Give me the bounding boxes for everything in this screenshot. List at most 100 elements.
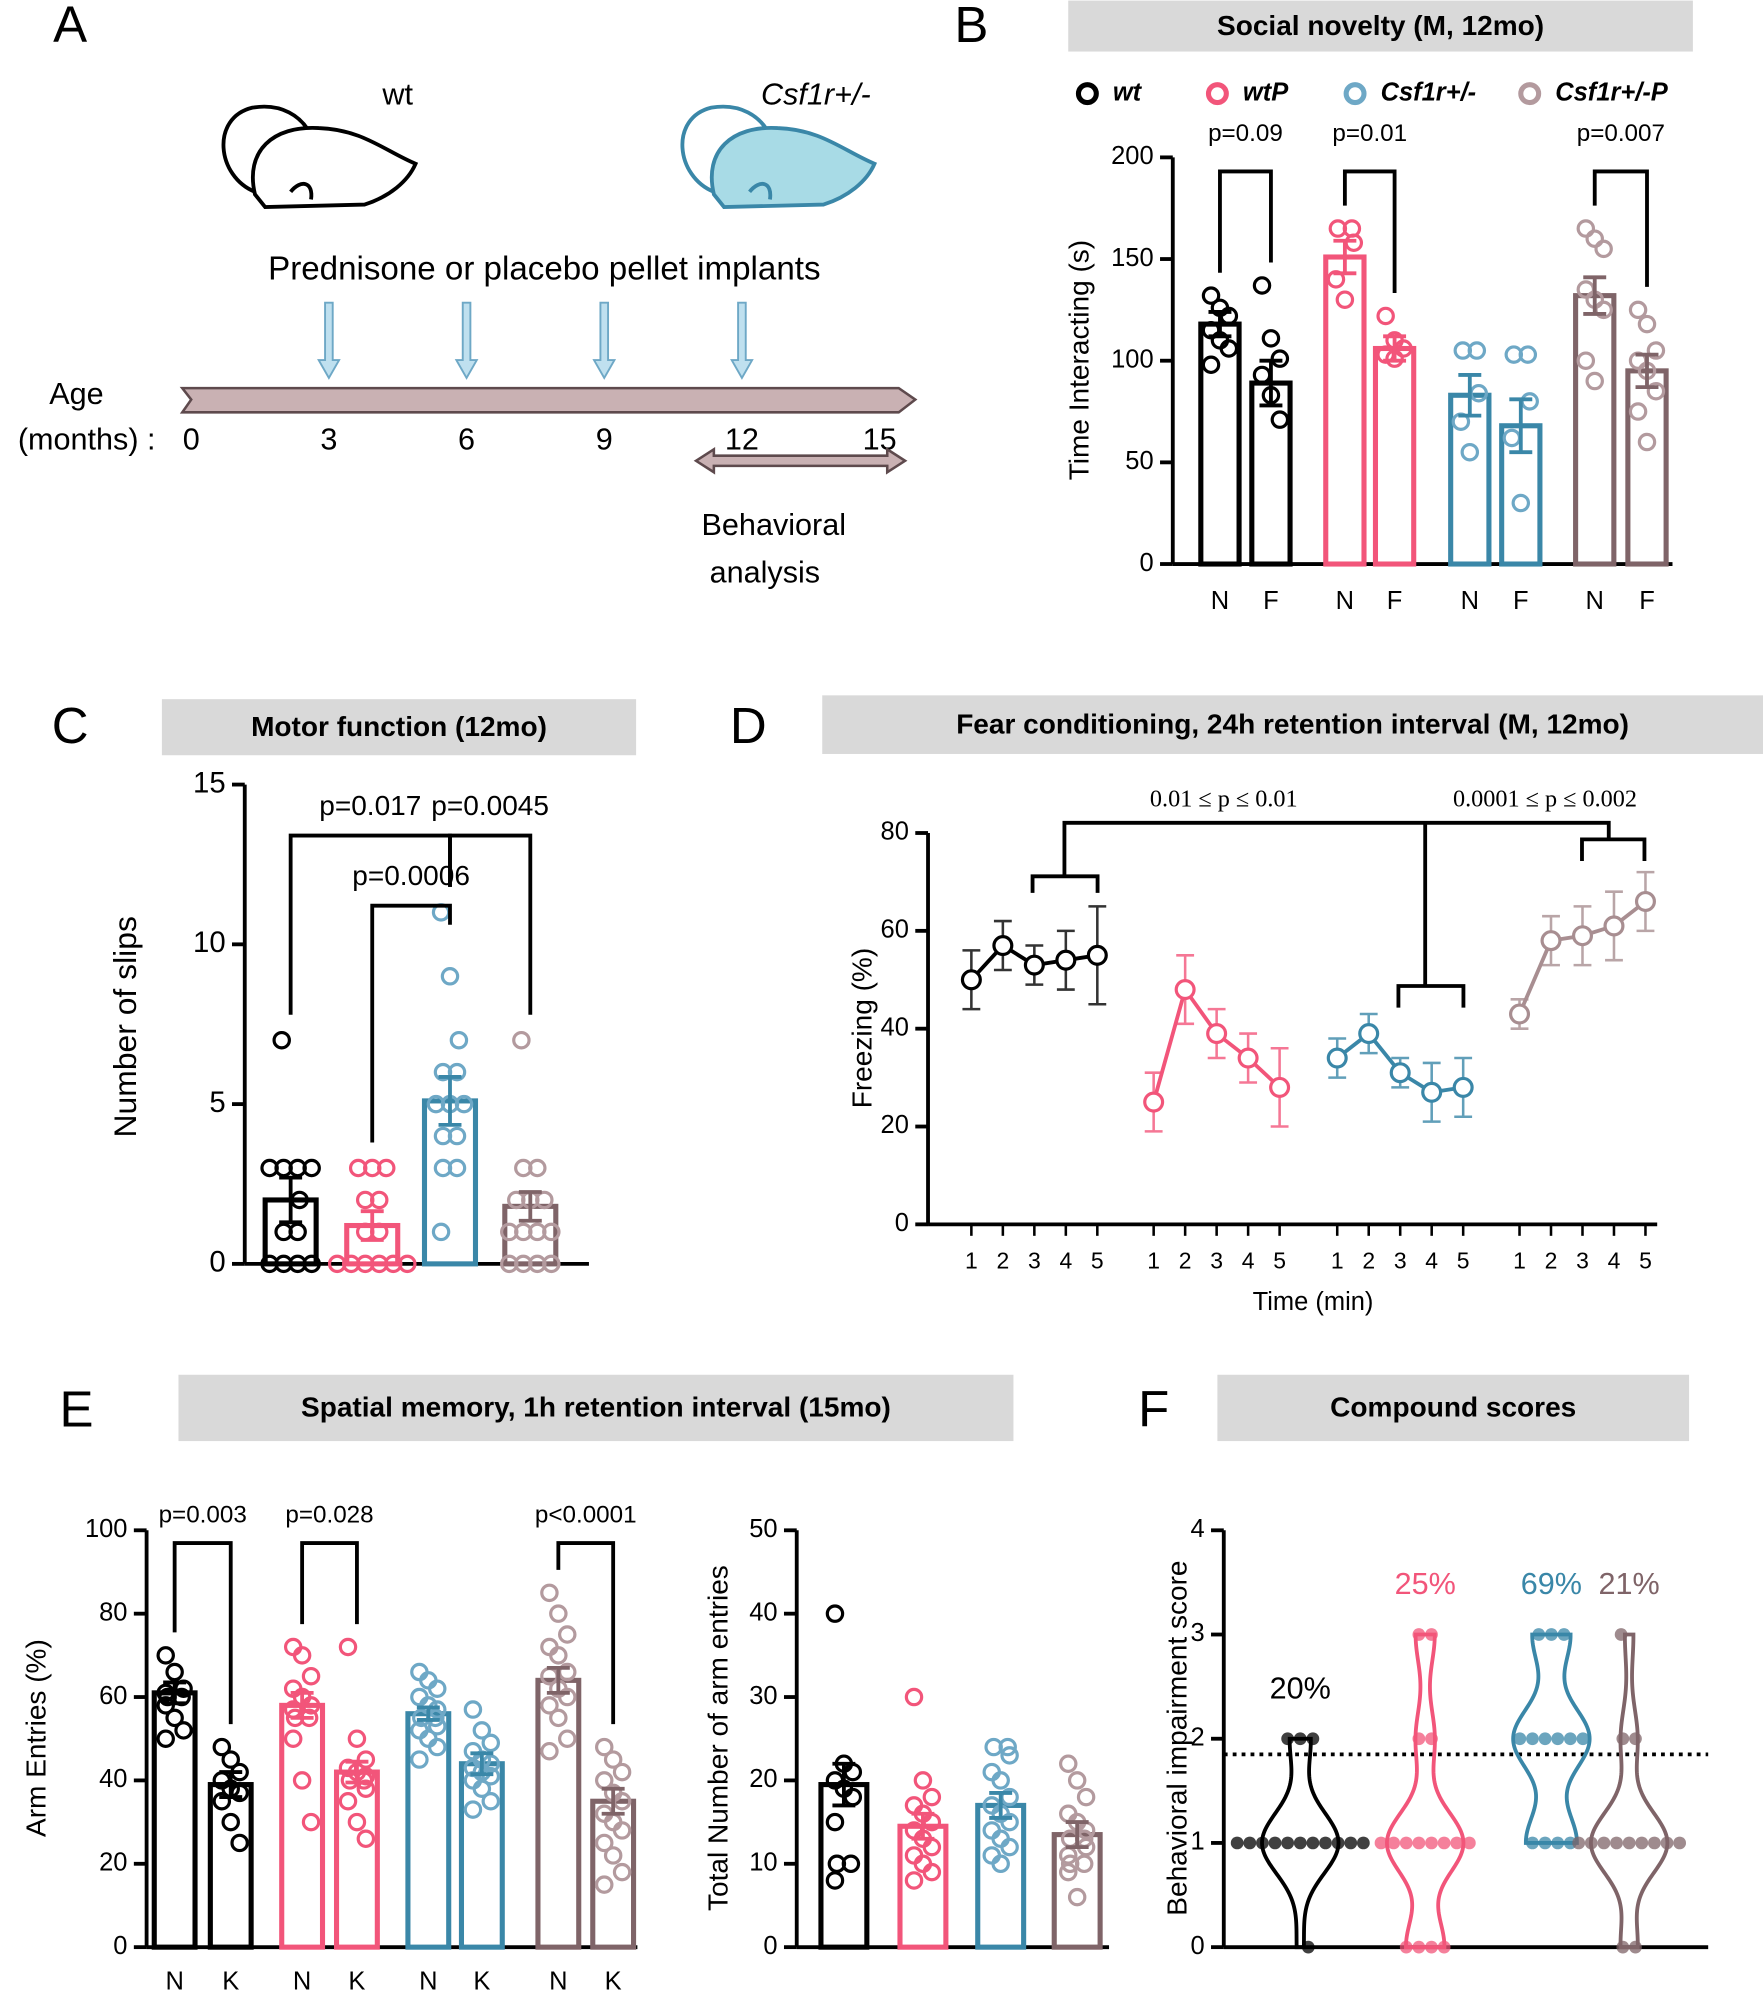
data-point xyxy=(1585,371,1604,391)
annotation: 0.0001 ≤ p ≤ 0.002 xyxy=(1453,786,1637,813)
data-point xyxy=(230,1833,249,1853)
data-point xyxy=(558,1729,577,1748)
data-point xyxy=(1597,1836,1611,1850)
error-bar xyxy=(546,1665,570,1695)
data-point xyxy=(1335,290,1355,309)
data-point xyxy=(1059,1862,1078,1882)
y-tick-label: 150 xyxy=(1111,244,1154,272)
data-point xyxy=(1143,1091,1165,1113)
data-point xyxy=(1635,1836,1649,1850)
panel-letter: C xyxy=(52,697,89,754)
error-bar xyxy=(989,1791,1013,1820)
age-tick-label: 9 xyxy=(596,423,613,457)
data-point xyxy=(1237,1047,1259,1069)
data-point xyxy=(922,1787,942,1807)
data-point xyxy=(1462,1836,1476,1850)
x-tick-label: N xyxy=(1586,587,1604,615)
data-point xyxy=(922,1862,942,1882)
legend-label: Csf1r+/- xyxy=(1381,78,1477,106)
y-tick-label: 20 xyxy=(881,1111,909,1139)
data-point xyxy=(1376,306,1395,326)
data-point xyxy=(612,1762,632,1782)
age-tick-label: 6 xyxy=(458,423,475,457)
y-tick-label: 80 xyxy=(99,1598,127,1626)
error-bar xyxy=(470,1751,494,1777)
data-point xyxy=(447,1062,467,1082)
data-point xyxy=(156,1696,175,1715)
panel-letter: E xyxy=(59,1380,93,1437)
error-bar xyxy=(219,1770,243,1799)
error-bar xyxy=(1583,275,1607,316)
y-axis-label: Arm Entries (%) xyxy=(21,1639,52,1837)
data-point xyxy=(1412,1836,1426,1850)
error-bar xyxy=(1208,309,1232,339)
data-point xyxy=(1557,1628,1571,1641)
data-point xyxy=(272,1030,291,1050)
data-point xyxy=(1634,890,1656,913)
x-tick-label: 1 xyxy=(1147,1248,1160,1274)
data-point xyxy=(301,1812,321,1832)
data-point xyxy=(1648,1836,1661,1850)
x-tick-label: 4 xyxy=(1242,1248,1255,1274)
data-point xyxy=(1076,1787,1096,1807)
mouse-label: Csf1r+/- xyxy=(761,77,871,111)
data-point xyxy=(1293,1732,1307,1746)
p-value: p=0.007 xyxy=(1577,120,1665,147)
data-point xyxy=(428,1737,447,1757)
data-point xyxy=(1637,432,1657,452)
data-point xyxy=(1261,329,1281,348)
data-point xyxy=(1467,341,1487,360)
wt-mouse xyxy=(221,104,419,210)
data-point xyxy=(347,1812,367,1832)
bracket xyxy=(370,903,452,1143)
timeline-bar xyxy=(179,386,918,414)
data-point xyxy=(1450,1836,1464,1850)
error-bar xyxy=(1635,352,1659,390)
y-tick-label: 50 xyxy=(749,1515,777,1543)
data-point xyxy=(1356,1836,1370,1850)
age-tick-label: 3 xyxy=(320,423,337,457)
data-point xyxy=(594,1737,614,1757)
data-point xyxy=(549,1646,568,1665)
data-point xyxy=(1622,1836,1636,1850)
data-point xyxy=(283,1729,303,1748)
y-tick-label: 0 xyxy=(1190,1932,1204,1960)
data-point xyxy=(463,1700,483,1719)
data-point xyxy=(1270,410,1290,429)
legend-marker xyxy=(1075,82,1099,106)
violin xyxy=(1511,1632,1592,1845)
y-tick-label: 40 xyxy=(749,1598,777,1626)
error-bar xyxy=(832,1761,856,1808)
error-bar xyxy=(601,1786,625,1816)
error-bar xyxy=(279,1175,303,1225)
data-point xyxy=(1538,1836,1552,1850)
x-tick-label: K xyxy=(473,1968,490,1996)
behavior-arrow xyxy=(693,446,908,475)
x-tick-label: N xyxy=(1461,587,1479,615)
data-point xyxy=(1584,1836,1598,1850)
age-tick-label: 12 xyxy=(725,423,759,457)
y-tick-label: 4 xyxy=(1190,1515,1204,1543)
x-tick-label: 2 xyxy=(996,1248,1009,1274)
y-tick-label: 80 xyxy=(881,818,909,846)
data-point xyxy=(410,1750,429,1769)
data-point xyxy=(1513,1732,1527,1746)
csf1r-mouse xyxy=(680,104,878,210)
x-axis-label: Time (min) xyxy=(1253,1288,1374,1316)
error-bar xyxy=(1458,373,1482,418)
x-tick-label: 1 xyxy=(965,1248,978,1274)
y-tick-label: 2 xyxy=(1190,1723,1204,1751)
data-point xyxy=(1637,314,1657,334)
error-bar xyxy=(518,1190,542,1223)
data-point xyxy=(1551,1732,1565,1746)
y-tick-label: 100 xyxy=(1111,345,1154,373)
data-point xyxy=(1055,949,1077,971)
data-point xyxy=(431,1222,451,1242)
data-point xyxy=(904,1871,924,1890)
y-tick-label: 200 xyxy=(1111,142,1154,170)
title-box xyxy=(161,699,637,756)
data-point xyxy=(1201,355,1221,375)
data-point xyxy=(1331,1836,1345,1850)
data-point xyxy=(558,1687,577,1707)
